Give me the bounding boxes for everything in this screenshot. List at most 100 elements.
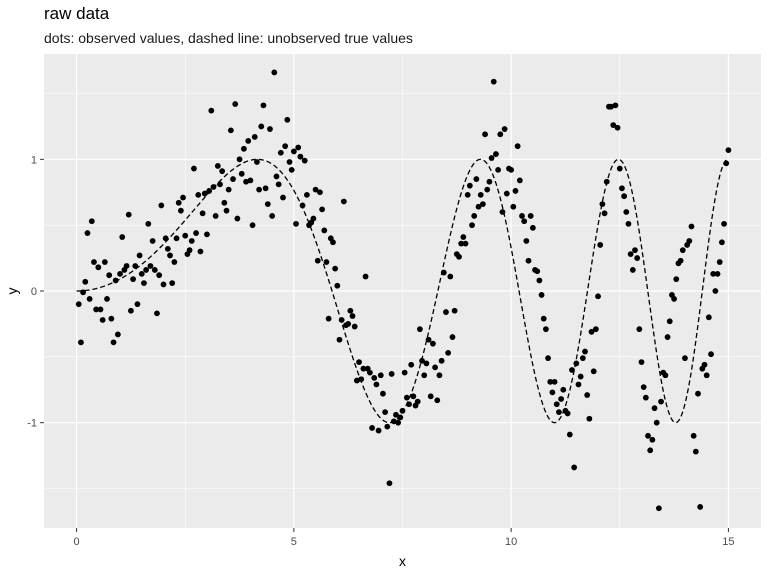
data-point xyxy=(427,393,434,400)
data-point xyxy=(182,232,189,239)
data-point xyxy=(382,409,389,416)
data-point xyxy=(466,182,473,189)
data-point xyxy=(469,222,475,229)
data-point xyxy=(403,394,410,401)
data-point xyxy=(686,238,693,244)
data-point xyxy=(186,247,193,254)
data-point xyxy=(128,307,134,314)
data-point xyxy=(632,247,638,254)
data-point xyxy=(695,390,701,397)
data-point xyxy=(317,189,323,196)
data-point xyxy=(586,415,593,422)
data-point xyxy=(80,289,87,296)
data-point xyxy=(634,255,641,261)
data-point xyxy=(177,207,184,214)
data-point xyxy=(293,220,299,227)
data-point xyxy=(88,218,95,225)
data-point xyxy=(123,263,130,269)
data-point xyxy=(151,267,158,273)
data-point xyxy=(519,213,525,219)
data-point xyxy=(145,220,152,227)
data-point xyxy=(84,230,91,236)
data-point xyxy=(486,178,493,185)
data-point xyxy=(434,397,441,404)
data-point xyxy=(651,405,658,412)
data-point xyxy=(93,306,100,313)
data-point xyxy=(212,213,219,219)
data-point xyxy=(199,210,206,217)
data-point xyxy=(449,334,456,340)
data-point xyxy=(251,134,258,140)
data-point xyxy=(662,372,669,379)
data-point xyxy=(451,307,458,314)
data-point xyxy=(136,252,143,259)
data-point xyxy=(540,315,547,322)
x-axis: 0 5 10 15 xyxy=(74,528,735,548)
data-point xyxy=(143,267,150,273)
data-point xyxy=(230,176,236,182)
data-point xyxy=(516,177,523,184)
data-point xyxy=(338,317,345,323)
data-point xyxy=(271,69,278,76)
data-point xyxy=(386,480,393,487)
data-point xyxy=(416,326,423,333)
data-point xyxy=(232,101,239,107)
data-point xyxy=(658,398,664,405)
data-point xyxy=(117,270,123,277)
data-point xyxy=(267,126,273,132)
data-point xyxy=(258,123,265,130)
data-point xyxy=(188,238,195,244)
data-point xyxy=(414,398,421,405)
data-point xyxy=(475,203,482,210)
data-point xyxy=(558,396,565,402)
data-point xyxy=(75,301,82,308)
data-point xyxy=(490,78,497,85)
data-point xyxy=(690,432,697,439)
data-point xyxy=(290,148,297,155)
data-point xyxy=(551,378,558,385)
chart-title: raw data xyxy=(44,4,110,23)
data-point xyxy=(299,202,306,209)
data-point xyxy=(460,234,467,240)
data-point xyxy=(401,369,408,376)
data-point xyxy=(132,263,139,269)
data-point xyxy=(701,361,708,368)
data-point xyxy=(560,386,567,393)
data-point xyxy=(464,191,471,198)
data-point xyxy=(601,210,608,217)
data-point xyxy=(147,263,154,269)
x-tick-label: 10 xyxy=(505,536,517,548)
data-point xyxy=(653,419,660,426)
x-axis-label: x xyxy=(399,553,406,569)
data-point xyxy=(627,251,634,258)
data-point xyxy=(521,218,528,225)
data-point xyxy=(373,381,380,388)
data-point xyxy=(138,270,145,277)
data-point xyxy=(156,272,163,279)
y-tick-label: -1 xyxy=(27,418,37,430)
data-point xyxy=(571,464,578,471)
data-point xyxy=(514,143,521,150)
data-point xyxy=(642,394,649,401)
data-point xyxy=(503,190,510,197)
data-point xyxy=(180,194,186,201)
data-point xyxy=(721,220,727,227)
data-point xyxy=(495,166,501,173)
data-point xyxy=(254,159,260,165)
data-point xyxy=(312,186,319,193)
data-point xyxy=(410,393,417,400)
data-point xyxy=(351,323,358,330)
data-point xyxy=(114,331,121,338)
data-point xyxy=(101,259,108,265)
data-point xyxy=(223,207,230,214)
data-point xyxy=(621,193,628,200)
data-point xyxy=(725,147,732,154)
data-point xyxy=(336,336,343,343)
data-point xyxy=(425,336,432,343)
data-point xyxy=(703,372,710,379)
data-point xyxy=(436,372,443,379)
y-axis-label: y xyxy=(4,288,20,295)
data-point xyxy=(377,372,384,379)
data-point xyxy=(595,293,601,300)
y-axis: -1 0 1 xyxy=(27,154,44,430)
